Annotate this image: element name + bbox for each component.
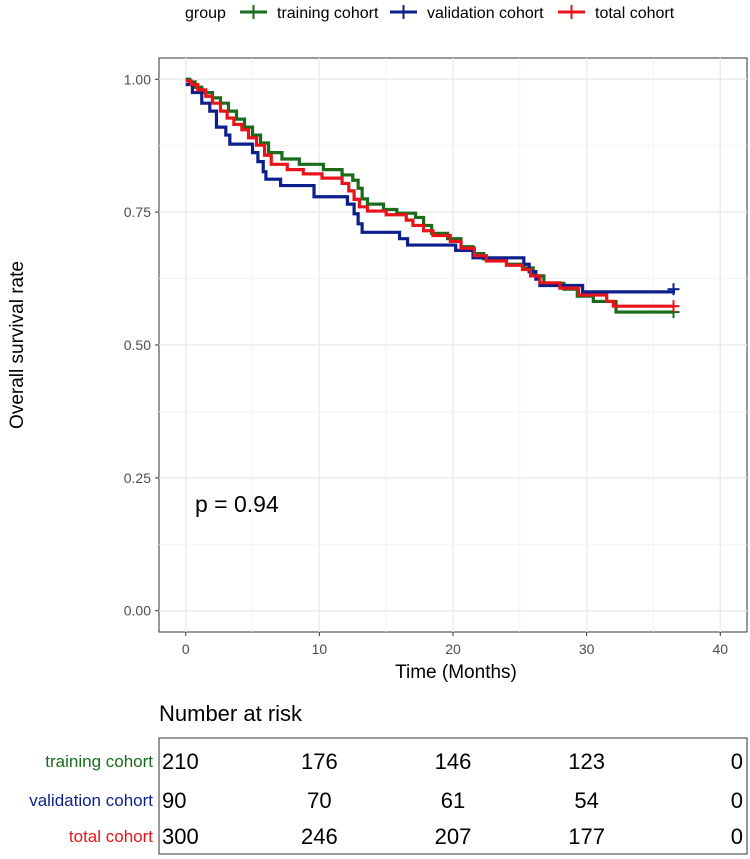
x-tick-label: 40 <box>712 641 728 657</box>
risk-row-label-validation-cohort: validation cohort <box>29 791 153 810</box>
y-tick-label: 0.50 <box>124 337 151 353</box>
p-value-annotation: p = 0.94 <box>195 491 279 517</box>
risk-value: 177 <box>568 824 605 849</box>
legend: group training cohort validation cohort to… <box>185 5 675 22</box>
x-tick-label: 10 <box>312 641 328 657</box>
y-axis: 0.00 0.25 0.50 0.75 1.00 <box>124 71 159 619</box>
risk-table: training cohort 210 176 146 123 0 validation c… <box>29 749 743 849</box>
legend-title: group <box>185 5 226 22</box>
y-tick-label: 0.00 <box>124 603 151 619</box>
risk-value: 0 <box>731 824 743 849</box>
risk-value: 0 <box>731 749 743 774</box>
risk-value: 54 <box>574 788 598 813</box>
x-axis-title: Time (Months) <box>395 662 517 683</box>
risk-value: 61 <box>441 788 465 813</box>
risk-table-panel <box>158 737 748 855</box>
risk-value: 246 <box>301 824 338 849</box>
risk-value: 0 <box>731 788 743 813</box>
risk-row-label-total-cohort: total cohort <box>69 827 153 846</box>
risk-row-label-training-cohort: training cohort <box>45 752 153 771</box>
risk-value: 207 <box>435 824 472 849</box>
risk-value: 70 <box>307 788 331 813</box>
risk-value: 90 <box>162 788 186 813</box>
legend-label-total-cohort: total cohort <box>595 5 675 22</box>
risk-value: 300 <box>162 824 199 849</box>
km-curve-validation-cohort <box>185 82 676 294</box>
km-curve-total-cohort <box>185 79 674 308</box>
y-tick-label: 0.25 <box>124 470 151 486</box>
x-axis: 0 10 20 30 40 <box>182 632 728 657</box>
y-tick-label: 1.00 <box>124 71 151 87</box>
series-lines <box>185 77 680 319</box>
x-tick-label: 0 <box>182 641 190 657</box>
legend-label-validation-cohort: validation cohort <box>427 5 544 22</box>
risk-value: 123 <box>568 749 605 774</box>
risk-value: 176 <box>301 749 338 774</box>
risk-value: 210 <box>162 749 199 774</box>
y-tick-label: 0.75 <box>124 204 151 220</box>
risk-table-title: Number at risk <box>159 701 303 726</box>
x-tick-label: 20 <box>445 641 461 657</box>
y-axis-title: Overall survival rate <box>7 261 28 429</box>
x-tick-label: 30 <box>579 641 595 657</box>
grid <box>159 58 747 632</box>
legend-label-training-cohort: training cohort <box>277 5 379 22</box>
risk-value: 146 <box>435 749 472 774</box>
